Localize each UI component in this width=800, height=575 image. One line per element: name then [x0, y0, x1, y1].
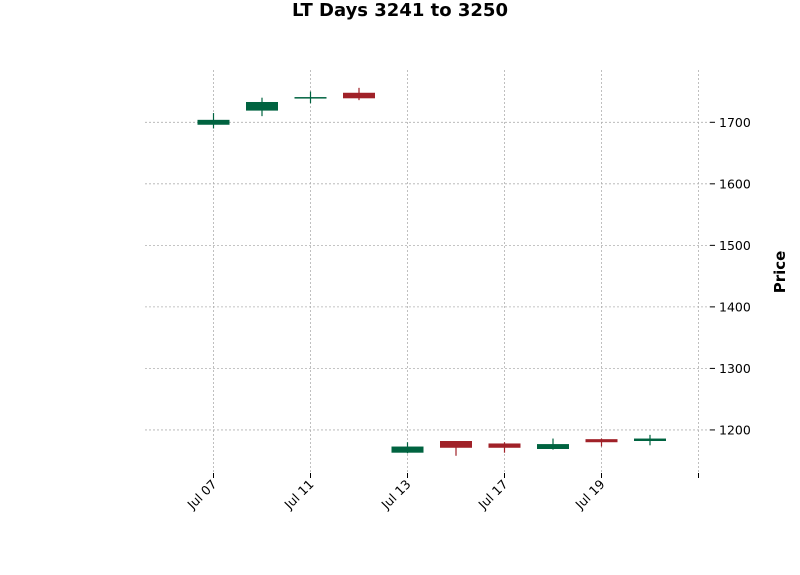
candle-down — [585, 438, 618, 447]
candle-up — [246, 97, 278, 117]
candle-body — [537, 444, 569, 450]
candle-body — [440, 441, 472, 448]
candle-body — [634, 438, 666, 442]
candle-body — [585, 439, 618, 443]
candle-body — [246, 101, 278, 111]
candle-up — [537, 438, 569, 450]
x-axis: Jul 07 Jul 11 Jul 13 Jul 17 Jul 19 — [184, 473, 699, 513]
candle-body — [488, 443, 521, 448]
y-axis-label: Price — [771, 251, 789, 294]
candle-up — [634, 434, 666, 446]
y-tick-label: 1300 — [719, 361, 751, 376]
grid-lines — [145, 70, 710, 473]
candle-up — [294, 91, 327, 104]
candle-down — [440, 441, 472, 456]
y-tick-label: 1200 — [719, 422, 751, 437]
y-tick-label: 1400 — [719, 299, 751, 314]
y-tick-label: 1700 — [719, 115, 751, 130]
y-tick-label: 1600 — [719, 176, 751, 191]
chart-title: LT Days 3241 to 3250 — [292, 0, 508, 21]
candle-body — [391, 446, 424, 453]
candles — [197, 87, 666, 456]
candle-down — [488, 442, 521, 453]
x-tick-label: Jul 19 — [572, 476, 608, 512]
candle-body — [294, 97, 327, 99]
x-tick-label: Jul 11 — [281, 477, 317, 513]
x-tick-label: Jul 13 — [378, 477, 414, 513]
x-tick-label: Jul 17 — [475, 477, 511, 513]
y-tick-label: 1500 — [719, 238, 751, 253]
candle-body — [343, 92, 375, 99]
candle-down — [343, 87, 375, 101]
y-axis: 1200 1300 1400 1500 1600 1700 — [710, 115, 751, 437]
candle-body — [197, 119, 230, 125]
candle-up — [391, 442, 424, 454]
x-tick-label: Jul 07 — [184, 477, 220, 513]
candle-up — [197, 113, 230, 129]
